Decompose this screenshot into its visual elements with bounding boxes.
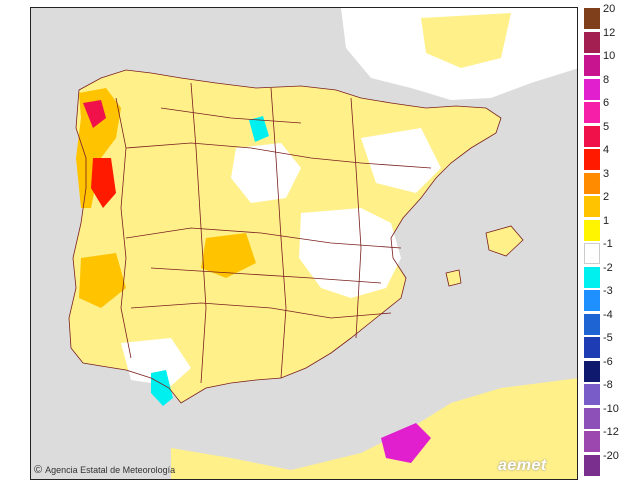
legend-label: 20 bbox=[603, 3, 616, 15]
legend-swatch bbox=[584, 384, 600, 405]
balearic-ibiza bbox=[445, 269, 462, 287]
balearic-mallorca bbox=[485, 225, 524, 257]
legend-swatch bbox=[584, 219, 600, 241]
legend-swatch bbox=[584, 337, 600, 358]
legend-label: -3 bbox=[603, 285, 613, 297]
legend-label: -12 bbox=[603, 426, 619, 438]
france-warm-patch bbox=[421, 13, 511, 68]
legend-swatch bbox=[584, 78, 600, 100]
legend-swatch bbox=[584, 31, 600, 53]
legend-swatch bbox=[584, 266, 600, 288]
map-canvas bbox=[68, 8, 577, 479]
cyan-north-zone bbox=[249, 116, 269, 142]
legend-label: 6 bbox=[603, 97, 610, 109]
legend-label: -2 bbox=[603, 261, 613, 274]
galicia-warm-zone bbox=[76, 88, 121, 208]
legend-swatch bbox=[584, 407, 600, 429]
legend-swatch bbox=[584, 172, 600, 194]
central-plateau-white bbox=[299, 208, 401, 298]
legend-label: 1 bbox=[603, 214, 610, 227]
legend-swatch bbox=[584, 243, 600, 264]
agency-credit: © Agencia Estatal de Meteorología bbox=[34, 464, 175, 476]
legend-label: -8 bbox=[603, 379, 613, 391]
north-africa bbox=[171, 378, 577, 479]
legend-swatch bbox=[584, 149, 600, 170]
north-white-zone bbox=[231, 143, 301, 203]
north-africa-magenta-zone bbox=[381, 423, 431, 463]
copyright-icon: © bbox=[34, 464, 43, 476]
agency-credit-text: Agencia Estatal de Meteorología bbox=[45, 465, 176, 475]
legend-label: -6 bbox=[603, 355, 613, 368]
legend-swatch bbox=[584, 196, 600, 217]
color-legend: 20 12 10 8 6 5 4 3 2 1 -1 -2 -3 -4 -5 -6 -8 -10 -12 -20 bbox=[584, 4, 628, 480]
portugal-orange-zone bbox=[79, 253, 126, 308]
legend-swatch bbox=[584, 290, 600, 311]
region-borders bbox=[68, 69, 502, 404]
legend-label: 3 bbox=[603, 167, 610, 180]
legend-swatch bbox=[584, 454, 600, 476]
legend-label: 8 bbox=[603, 73, 610, 86]
legend-swatch bbox=[584, 8, 600, 29]
portugal-hot-zone bbox=[91, 158, 116, 208]
legend-label: -10 bbox=[603, 402, 619, 415]
legend-label: -5 bbox=[603, 332, 613, 344]
central-orange-zone bbox=[201, 233, 256, 278]
legend-swatch bbox=[584, 360, 600, 382]
east-white-zone bbox=[361, 128, 441, 193]
galicia-hot-zone bbox=[83, 100, 106, 128]
legend-swatch bbox=[584, 313, 600, 335]
legend-label: -1 bbox=[603, 238, 613, 250]
map-panel bbox=[30, 7, 578, 480]
legend-label: 10 bbox=[603, 50, 616, 62]
cyan-cooling-zone bbox=[151, 370, 173, 406]
legend-swatch bbox=[584, 125, 600, 147]
legend-label: 4 bbox=[603, 144, 610, 156]
legend-swatch bbox=[584, 102, 600, 123]
legend-label: -20 bbox=[603, 449, 619, 462]
legend-label: 2 bbox=[603, 191, 610, 203]
legend-swatch bbox=[584, 431, 600, 452]
legend-label: -4 bbox=[603, 308, 613, 321]
legend-swatch bbox=[584, 55, 600, 76]
legend-label: 5 bbox=[603, 120, 610, 133]
aemet-logo: aemet bbox=[498, 457, 547, 474]
legend-label: 12 bbox=[603, 26, 616, 39]
